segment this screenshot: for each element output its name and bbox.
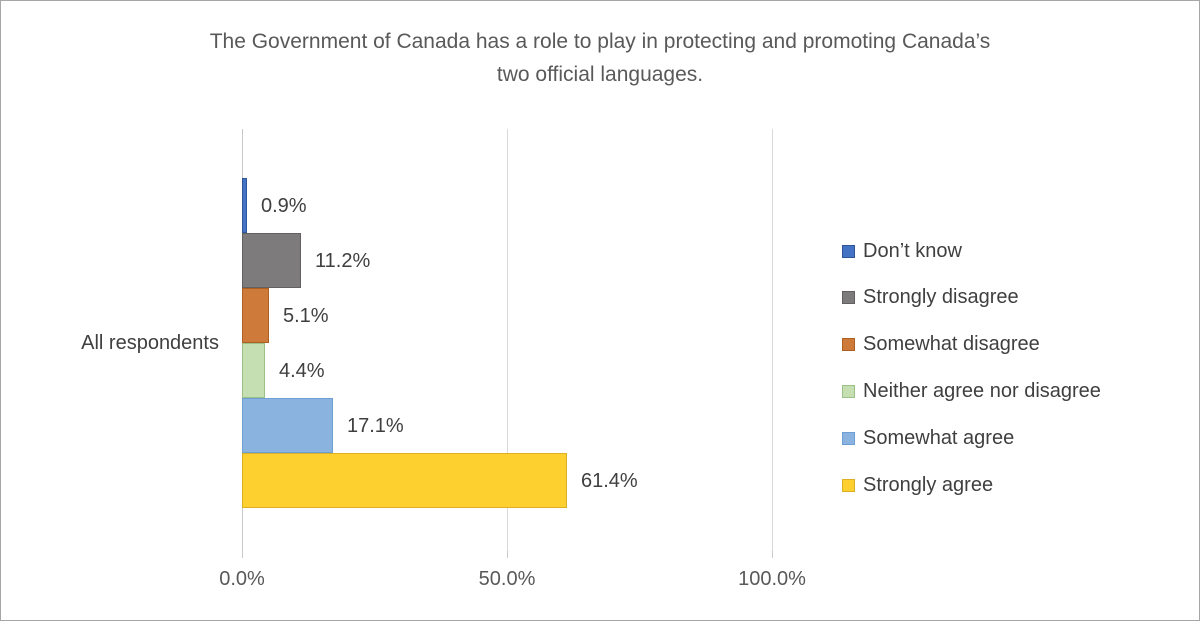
legend-item-neither-agree-nor-disagree: Neither agree nor disagree <box>842 379 1101 403</box>
bar-value-label: 11.2% <box>315 249 371 272</box>
bar-value-label: 0.9% <box>261 194 307 217</box>
legend-label: Neither agree nor disagree <box>863 379 1101 402</box>
legend-item-don-t-know: Don’t know <box>842 239 962 263</box>
chart-title-line-2: two official languages. <box>496 63 704 86</box>
legend-label: Strongly agree <box>863 473 994 496</box>
chart-title-line-1: The Government of Canada has a role to p… <box>209 30 991 53</box>
bar-somewhat-disagree <box>242 288 269 343</box>
legend-label: Somewhat disagree <box>863 333 1040 356</box>
bar-don-t-know <box>242 178 247 233</box>
x-axis-tick-label: 0.0% <box>219 568 265 590</box>
x-axis-tick-label: 100.0% <box>738 568 806 590</box>
legend-label: Somewhat agree <box>863 426 1015 449</box>
bar-value-label: 5.1% <box>283 304 329 327</box>
legend-label: Strongly disagree <box>863 286 1019 309</box>
legend-swatch-icon <box>842 338 855 352</box>
gridline <box>507 129 508 551</box>
bar-neither-agree-nor-disagree <box>242 343 265 398</box>
legend-label: Don’t know <box>863 239 962 262</box>
gridline <box>772 129 773 551</box>
bar-somewhat-agree <box>242 398 333 453</box>
legend-swatch-icon <box>842 431 855 445</box>
bar-value-label: 4.4% <box>279 359 325 382</box>
legend-item-somewhat-disagree: Somewhat disagree <box>842 333 1040 357</box>
legend-swatch-icon <box>842 244 855 258</box>
bar-strongly-disagree <box>242 233 301 288</box>
legend-swatch-icon <box>842 291 855 305</box>
bar-value-label: 17.1% <box>347 414 404 437</box>
x-axis-tick <box>772 551 773 558</box>
bar-strongly-agree <box>242 453 567 508</box>
legend-item-strongly-agree: Strongly agree <box>842 473 993 497</box>
chart-title: The Government of Canada has a role to p… <box>1 25 1199 91</box>
legend-swatch-icon <box>842 384 855 398</box>
x-axis-tick-label: 50.0% <box>478 568 536 590</box>
legend-item-somewhat-agree: Somewhat agree <box>842 426 1014 450</box>
bar-value-label: 61.4% <box>581 469 638 492</box>
category-label: All respondents <box>81 332 219 354</box>
x-axis-tick <box>242 551 243 558</box>
legend-item-strongly-disagree: Strongly disagree <box>842 286 1019 310</box>
x-axis-tick <box>507 551 508 558</box>
legend-swatch-icon <box>842 478 855 492</box>
